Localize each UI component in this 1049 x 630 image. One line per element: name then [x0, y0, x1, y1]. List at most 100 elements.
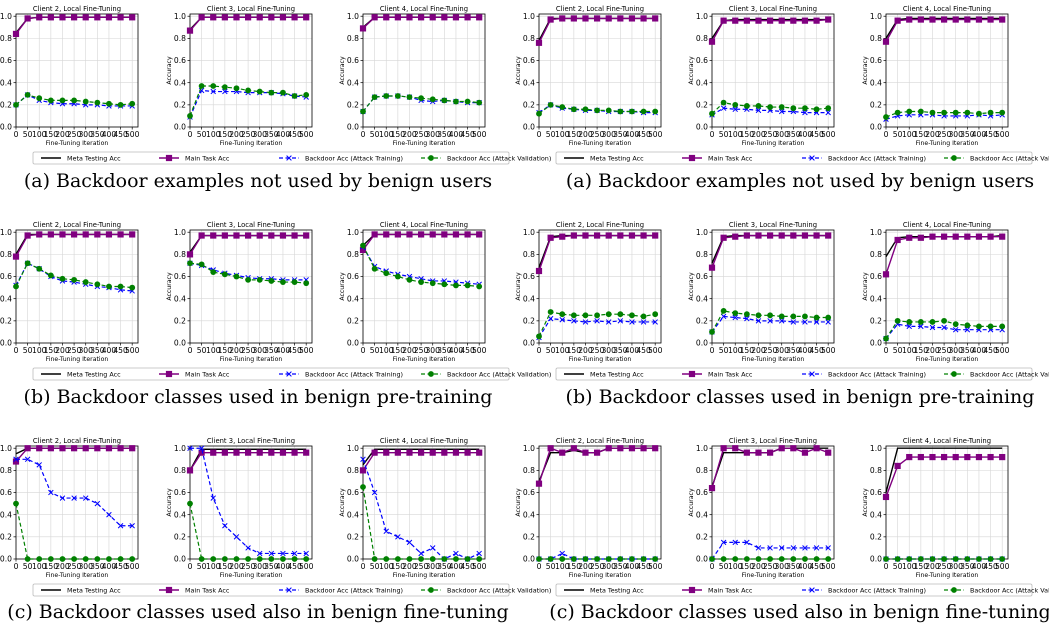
legend-label-meta: Meta Testing Acc: [590, 370, 644, 378]
marker-circle: [406, 556, 413, 562]
x-tick-label: 100: [728, 562, 743, 571]
marker-x: [809, 155, 815, 161]
chart-12: Client 4, Local Fine-Tuning 0.0 0.2 0.4 0.6 0…: [862, 221, 1010, 363]
marker-square: [291, 449, 298, 456]
y-tick-label: 0.0: [0, 339, 12, 348]
x-axis-label: Fine-Tuning Iteration: [220, 356, 283, 363]
y-tick-label: 0.2: [0, 317, 12, 326]
marker-circle: [187, 260, 193, 267]
x-tick-label: 50: [546, 562, 556, 571]
marker-circle: [559, 556, 566, 562]
x-axis-label: Fine-Tuning Iteration: [393, 356, 456, 363]
marker-square: [59, 445, 66, 452]
x-tick-label: 500: [995, 130, 1010, 139]
series-meta-testing-acc: [189, 448, 307, 471]
marker-x: [744, 315, 750, 322]
series-backdoor-attack-validation: [13, 500, 136, 562]
marker-square: [82, 445, 89, 452]
marker-circle: [71, 97, 77, 104]
y-tick-label: 0.6: [0, 272, 12, 281]
marker-square: [417, 231, 425, 238]
marker-square: [882, 493, 890, 501]
marker-x: [453, 550, 459, 557]
marker-circle: [883, 114, 889, 120]
marker-x: [571, 318, 577, 324]
y-tick-label: 0.6: [347, 272, 359, 281]
x-tick-label: 0: [361, 346, 366, 355]
x-tick-label: 400: [625, 346, 640, 355]
y-tick-label: 1.0: [696, 444, 708, 453]
marker-square: [47, 231, 54, 238]
x-tick-label: 50: [197, 562, 207, 571]
marker-circle: [303, 280, 310, 287]
marker-circle: [570, 556, 577, 562]
marker-square: [813, 445, 820, 452]
marker-x: [825, 319, 831, 325]
legend-box: [32, 583, 510, 597]
y-tick-label: 0.8: [347, 466, 359, 475]
marker-circle: [94, 556, 101, 562]
marker-circle: [976, 323, 982, 330]
plot-frame: [15, 13, 139, 128]
marker-circle: [464, 556, 471, 562]
x-tick-label: 200: [578, 346, 593, 355]
marker-square: [999, 16, 1006, 23]
marker-square: [198, 232, 205, 239]
marker-square: [720, 234, 727, 241]
marker-x: [732, 106, 738, 113]
marker-x: [778, 545, 785, 551]
marker-circle: [429, 96, 436, 103]
x-tick-label: 500: [125, 346, 140, 355]
marker-x: [809, 371, 815, 377]
y-tick-label: 0.0: [347, 123, 359, 132]
x-tick-label: 450: [636, 346, 651, 355]
x-axis-label: Fine-Tuning Iteration: [742, 572, 805, 579]
x-tick-label: 350: [264, 130, 279, 139]
series-backdoor-attack-validation: [360, 484, 483, 562]
x-tick-label: 500: [299, 562, 314, 571]
series-backdoor-attack-validation: [187, 83, 310, 119]
x-tick-label: 300: [601, 562, 616, 571]
x-tick-label: 150: [218, 562, 233, 571]
marker-x: [291, 550, 298, 557]
x-tick-label: 200: [229, 562, 244, 571]
x-tick-label: 350: [786, 346, 801, 355]
x-tick-label: 0: [188, 562, 193, 571]
marker-circle: [117, 283, 124, 290]
series-line: [885, 447, 1003, 493]
y-tick-label: 0.2: [523, 317, 535, 326]
marker-square: [755, 232, 762, 239]
x-tick-label: 350: [960, 346, 975, 355]
y-tick-label: 0.0: [523, 555, 535, 564]
marker-square: [452, 449, 460, 456]
y-tick-label: 0.8: [174, 466, 186, 475]
x-tick-label: 250: [414, 130, 429, 139]
y-tick-label: 0.6: [0, 56, 12, 65]
marker-x: [222, 523, 228, 529]
marker-x: [286, 371, 292, 377]
y-tick-label: 0.4: [174, 294, 186, 303]
marker-square: [429, 231, 436, 238]
x-tick-label: 0: [14, 130, 19, 139]
marker-x: [755, 545, 762, 551]
y-axis-label: Accuracy: [339, 272, 346, 301]
y-tick-label: 0.6: [174, 488, 186, 497]
marker-square: [256, 14, 263, 21]
x-tick-label: 100: [555, 346, 570, 355]
x-tick-label: 450: [287, 346, 302, 355]
marker-circle: [59, 556, 66, 562]
marker-square: [233, 449, 240, 456]
marker-circle: [640, 313, 647, 320]
chart-title: Client 4, Local Fine-Tuning: [903, 5, 991, 13]
marker-square: [210, 232, 217, 239]
marker-x: [652, 319, 658, 325]
marker-circle: [941, 317, 947, 324]
series-main-task-acc: [535, 15, 659, 46]
x-tick-label: 50: [893, 562, 903, 571]
marker-circle: [117, 556, 124, 562]
marker-square: [165, 370, 173, 378]
x-tick-label: 300: [774, 346, 789, 355]
marker-square: [476, 14, 483, 21]
y-tick-label: 0.4: [696, 294, 708, 303]
marker-x: [582, 319, 589, 325]
